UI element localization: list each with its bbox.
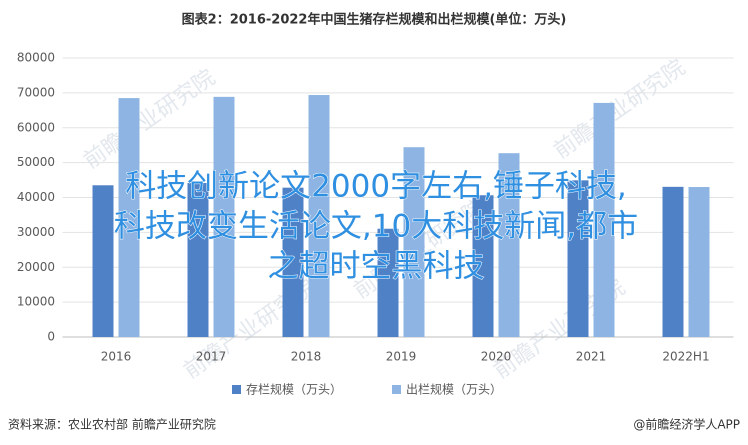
overlay-text: 科技改变生活论文,10大科技新闻,都市 — [114, 209, 638, 245]
x-tick-label: 2017 — [196, 350, 227, 364]
credit: @前瞻经济学人APP — [633, 417, 740, 432]
y-tick-label: 10000 — [17, 295, 55, 309]
watermark: 前瞻产业研究院 — [79, 65, 220, 174]
y-tick-label: 0 — [47, 330, 55, 344]
bar — [688, 187, 710, 337]
y-tick-label: 20000 — [17, 260, 55, 274]
legend-marker — [232, 385, 241, 394]
legend-label: 出栏规模（万头） — [406, 382, 502, 397]
overlay-text: 之超时空黑科技 — [268, 249, 485, 285]
watermark: 前瞻产业研究院 — [549, 55, 690, 164]
bar — [92, 185, 114, 337]
bar — [187, 182, 209, 337]
x-tick-label: 2018 — [291, 350, 322, 364]
bar — [472, 195, 494, 337]
bar — [662, 186, 684, 337]
x-tick-label: 2021 — [576, 350, 607, 364]
x-tick-label: 2016 — [101, 350, 132, 364]
legend-marker — [392, 385, 401, 394]
y-tick-label: 60000 — [17, 120, 55, 134]
bar — [118, 98, 140, 337]
overlay-text: 科技创新论文2000字左右,锤子科技, — [125, 169, 627, 205]
x-tick-label: 2020 — [481, 350, 512, 364]
y-tick-label: 30000 — [17, 225, 55, 239]
source: 资料来源：农业农村部 前瞻产业研究院 — [8, 417, 216, 432]
bar — [498, 153, 520, 337]
bar — [567, 180, 589, 337]
bar — [593, 102, 615, 337]
bar — [403, 147, 425, 337]
y-tick-label: 40000 — [17, 190, 55, 204]
y-tick-label: 70000 — [17, 85, 55, 99]
bar — [282, 187, 304, 337]
x-tick-label: 2022H1 — [662, 350, 709, 364]
y-tick-label: 80000 — [17, 51, 55, 65]
bar — [213, 96, 235, 337]
bar — [308, 95, 330, 337]
bar — [377, 228, 399, 337]
legend-label: 存栏规模（万头） — [246, 382, 342, 397]
y-tick-label: 50000 — [17, 155, 55, 169]
chart-title: 图表2：2016-2022年中国生猪存栏规模和出栏规模(单位：万头) — [182, 12, 567, 28]
x-tick-label: 2019 — [386, 350, 417, 364]
